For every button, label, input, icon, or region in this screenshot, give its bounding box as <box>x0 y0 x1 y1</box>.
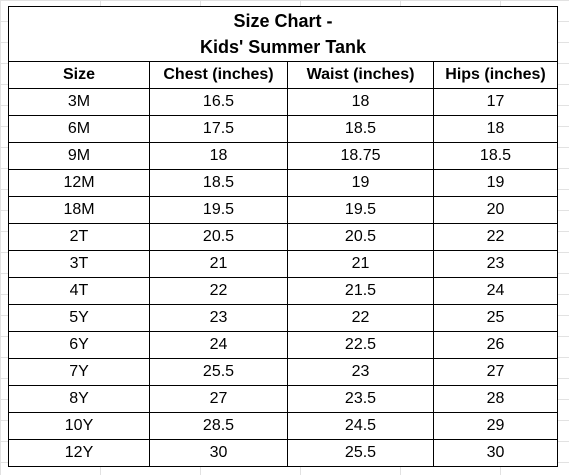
table-row: 3T 21 21 23 <box>8 250 558 278</box>
chest-cell: 24 <box>149 331 288 359</box>
chest-cell: 18.5 <box>149 169 288 197</box>
chest-cell: 25.5 <box>149 358 288 386</box>
waist-cell: 23 <box>287 358 434 386</box>
chest-cell: 20.5 <box>149 223 288 251</box>
hips-cell: 23 <box>433 250 558 278</box>
size-cell: 10Y <box>8 412 150 440</box>
table-row: 12M 18.5 19 19 <box>8 169 558 197</box>
table-row: 4T 22 21.5 24 <box>8 277 558 305</box>
hips-cell: 18 <box>433 115 558 143</box>
hips-cell: 29 <box>433 412 558 440</box>
size-chart-table: Size Chart - Kids' Summer Tank Size Ches… <box>8 6 558 467</box>
hips-cell: 18.5 <box>433 142 558 170</box>
waist-cell: 23.5 <box>287 385 434 413</box>
header-row: Size Chest (inches) Waist (inches) Hips … <box>8 61 558 89</box>
table-row: 18M 19.5 19.5 20 <box>8 196 558 224</box>
size-cell: 18M <box>8 196 150 224</box>
size-cell: 8Y <box>8 385 150 413</box>
chart-title-line-2: Kids' Summer Tank <box>200 37 366 57</box>
hips-cell: 26 <box>433 331 558 359</box>
table-row: 3M 16.5 18 17 <box>8 88 558 116</box>
header-waist: Waist (inches) <box>287 61 434 89</box>
chest-cell: 16.5 <box>149 88 288 116</box>
chest-cell: 28.5 <box>149 412 288 440</box>
header-hips: Hips (inches) <box>433 61 558 89</box>
waist-cell: 19 <box>287 169 434 197</box>
size-cell: 6M <box>8 115 150 143</box>
table-row: 6M 17.5 18.5 18 <box>8 115 558 143</box>
header-chest: Chest (inches) <box>149 61 288 89</box>
size-cell: 2T <box>8 223 150 251</box>
size-cell: 9M <box>8 142 150 170</box>
waist-cell: 18.5 <box>287 115 434 143</box>
table-row: 6Y 24 22.5 26 <box>8 331 558 359</box>
size-cell: 7Y <box>8 358 150 386</box>
hips-cell: 19 <box>433 169 558 197</box>
size-cell: 6Y <box>8 331 150 359</box>
size-cell: 3M <box>8 88 150 116</box>
chest-cell: 27 <box>149 385 288 413</box>
table-row: 9M 18 18.75 18.5 <box>8 142 558 170</box>
table-row: 2T 20.5 20.5 22 <box>8 223 558 251</box>
hips-cell: 24 <box>433 277 558 305</box>
size-cell: 12M <box>8 169 150 197</box>
waist-cell: 22 <box>287 304 434 332</box>
size-cell: 5Y <box>8 304 150 332</box>
waist-cell: 21.5 <box>287 277 434 305</box>
hips-cell: 22 <box>433 223 558 251</box>
waist-cell: 18.75 <box>287 142 434 170</box>
hips-cell: 30 <box>433 439 558 467</box>
waist-cell: 18 <box>287 88 434 116</box>
chest-cell: 21 <box>149 250 288 278</box>
waist-cell: 22.5 <box>287 331 434 359</box>
waist-cell: 21 <box>287 250 434 278</box>
hips-cell: 20 <box>433 196 558 224</box>
chest-cell: 30 <box>149 439 288 467</box>
hips-cell: 25 <box>433 304 558 332</box>
table-row: 5Y 23 22 25 <box>8 304 558 332</box>
chest-cell: 18 <box>149 142 288 170</box>
waist-cell: 19.5 <box>287 196 434 224</box>
chest-cell: 19.5 <box>149 196 288 224</box>
hips-cell: 27 <box>433 358 558 386</box>
waist-cell: 25.5 <box>287 439 434 467</box>
waist-cell: 24.5 <box>287 412 434 440</box>
waist-cell: 20.5 <box>287 223 434 251</box>
hips-cell: 28 <box>433 385 558 413</box>
table-row: 10Y 28.5 24.5 29 <box>8 412 558 440</box>
size-cell: 3T <box>8 250 150 278</box>
chart-title: Size Chart - Kids' Summer Tank <box>8 6 558 62</box>
chest-cell: 22 <box>149 277 288 305</box>
table-row: 7Y 25.5 23 27 <box>8 358 558 386</box>
hips-cell: 17 <box>433 88 558 116</box>
table-row: 12Y 30 25.5 30 <box>8 439 558 467</box>
chart-title-line-1: Size Chart - <box>233 11 333 31</box>
size-cell: 12Y <box>8 439 150 467</box>
size-cell: 4T <box>8 277 150 305</box>
header-size: Size <box>8 61 150 89</box>
chest-cell: 23 <box>149 304 288 332</box>
table-row: 8Y 27 23.5 28 <box>8 385 558 413</box>
table-body: 3M 16.5 18 17 6M 17.5 18.5 18 9M 18 18.75 18.5 12M 18… <box>8 88 558 467</box>
chest-cell: 17.5 <box>149 115 288 143</box>
